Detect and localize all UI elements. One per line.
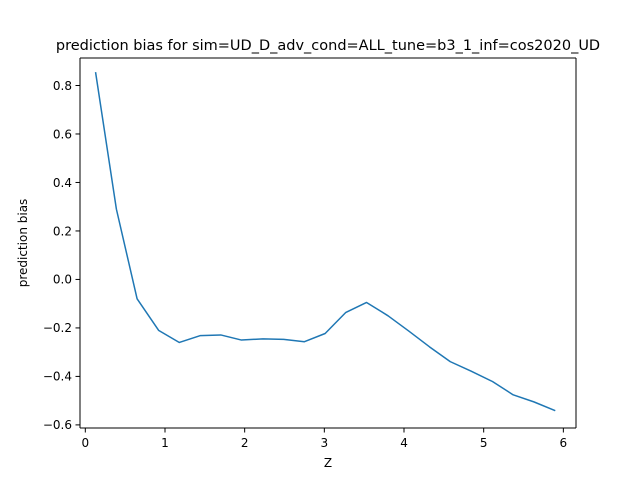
axes-frame xyxy=(79,57,577,429)
x-tick-label: 6 xyxy=(560,436,568,450)
y-axis-ticks: −0.6 −0.4 −0.2 0.0 0.2 0.4 0.6 0.8 xyxy=(43,79,80,432)
y-tick-label: 0.8 xyxy=(53,79,72,93)
series-layer xyxy=(94,72,556,412)
x-axis-label: Z xyxy=(324,456,332,470)
y-tick-label: −0.4 xyxy=(43,370,72,384)
x-axis-ticks: 0 1 2 3 4 5 6 xyxy=(81,428,567,450)
x-tick-label: 2 xyxy=(241,436,249,450)
y-tick-label: 0.0 xyxy=(53,273,72,287)
y-tick-label: −0.6 xyxy=(43,418,72,432)
y-axis-label: prediction bias xyxy=(16,199,30,288)
plot-area xyxy=(80,58,576,428)
y-tick-label: 0.6 xyxy=(53,127,72,141)
x-tick-label: 1 xyxy=(161,436,169,450)
y-tick-label: 0.4 xyxy=(53,176,72,190)
x-tick-label: 4 xyxy=(400,436,408,450)
series-line-0 xyxy=(94,72,556,412)
chart-title: prediction bias for sim=UD_D_adv_cond=AL… xyxy=(56,38,600,54)
y-tick-label: 0.2 xyxy=(53,224,72,238)
x-tick-label: 0 xyxy=(81,436,89,450)
y-tick-label: −0.2 xyxy=(43,321,72,335)
x-tick-label: 3 xyxy=(321,436,329,450)
x-tick-label: 5 xyxy=(480,436,488,450)
